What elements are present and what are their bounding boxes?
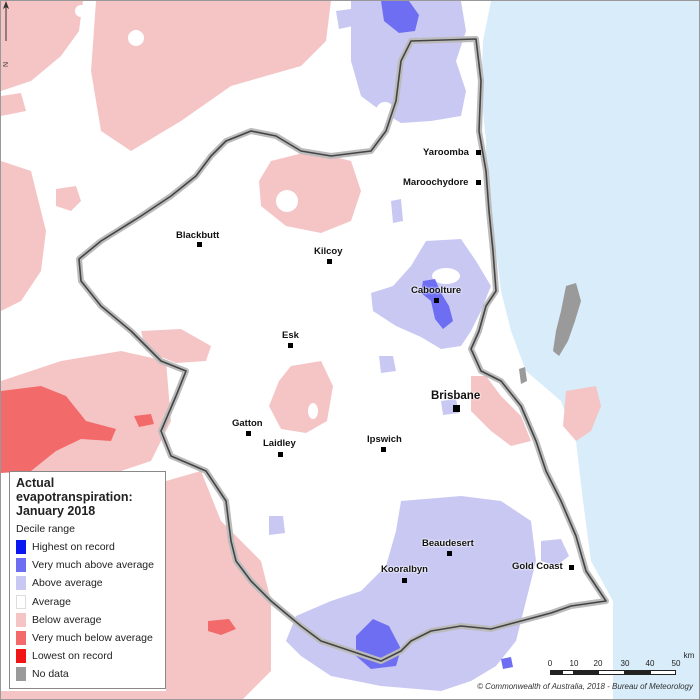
town-marker-gold-coast xyxy=(569,565,574,570)
legend-swatch xyxy=(16,540,26,555)
town-marker-beaudesert xyxy=(447,551,452,556)
sea-area xyxy=(481,1,699,699)
legend-title-line3: January 2018 xyxy=(16,504,96,518)
town-label-maroochydore: Maroochydore xyxy=(403,177,469,188)
town-marker-kilcoy xyxy=(327,259,332,264)
legend-swatch xyxy=(16,612,26,627)
legend-item-above: Above average xyxy=(16,574,159,592)
legend-item-very-much-above: Very much above average xyxy=(16,556,159,574)
scale-tick-label: 50 xyxy=(671,659,681,668)
legend-swatch xyxy=(16,649,26,664)
town-label-blackbutt: Blackbutt xyxy=(176,230,220,241)
scale-segment xyxy=(550,670,562,675)
legend-item-label: Highest on record xyxy=(32,541,115,554)
copyright-text: © Commonwealth of Australia, 2018 - Bure… xyxy=(477,682,693,691)
region-boundary xyxy=(78,38,607,662)
town-marker-yaroomba xyxy=(476,150,481,155)
town-label-beaudesert: Beaudesert xyxy=(422,538,474,549)
legend-item-label: Below average xyxy=(32,613,102,626)
legend-title-line1: Actual xyxy=(16,476,55,490)
legend-item-highest: Highest on record xyxy=(16,538,159,556)
legend-item-below: Below average xyxy=(16,611,159,629)
town-label-gatton: Gatton xyxy=(232,418,263,429)
town-marker-ipswich xyxy=(381,447,386,452)
town-marker-maroochydore xyxy=(476,180,481,185)
legend-subtitle: Decile range xyxy=(16,523,75,535)
legend-item-label: Average xyxy=(32,595,71,608)
scale-tick-label: 10 xyxy=(569,659,579,668)
town-label-kilcoy: Kilcoy xyxy=(314,246,343,257)
town-marker-gatton xyxy=(246,431,251,436)
legend-item-lowest: Lowest on record xyxy=(16,647,159,665)
town-marker-blackbutt xyxy=(197,242,202,247)
scale-segment xyxy=(598,670,625,675)
legend-swatch xyxy=(16,576,26,591)
legend-item-average: Average xyxy=(16,593,159,611)
legend-item-label: Above average xyxy=(32,577,103,590)
town-marker-esk xyxy=(288,343,293,348)
small-island xyxy=(519,367,527,384)
scale-tick-label: 30 xyxy=(620,659,630,668)
town-marker-laidley xyxy=(278,452,283,457)
town-markers xyxy=(197,150,574,583)
no-data-island xyxy=(553,283,581,356)
scale-tick-label: 20 xyxy=(593,659,603,668)
very-much-below-regions xyxy=(1,386,236,635)
scale-segment xyxy=(650,670,676,675)
scale-segment xyxy=(625,670,650,675)
north-letter: N xyxy=(3,61,11,68)
legend-title: Actual evapotranspiration: January 2018 xyxy=(16,476,159,518)
legend-item-label: Very much below average xyxy=(32,632,153,645)
town-label-ipswich: Ipswich xyxy=(367,434,402,445)
scale-segment xyxy=(562,670,574,675)
scale-tick-label: 40 xyxy=(645,659,655,668)
town-label-laidley: Laidley xyxy=(263,438,296,449)
scale-bar: 0 10 20 30 40 50 km xyxy=(546,651,696,681)
legend-item-no-data: No data xyxy=(16,665,159,683)
town-marker-brisbane xyxy=(453,405,460,412)
legend-item-very-much-below: Very much below average xyxy=(16,629,159,647)
scale-unit: km xyxy=(683,651,695,660)
town-label-yaroomba: Yaroomba xyxy=(423,147,469,158)
legend-swatch xyxy=(16,594,26,609)
town-label-brisbane: Brisbane xyxy=(431,390,481,402)
town-label-kooralbyn: Kooralbyn xyxy=(381,564,428,575)
town-label-caboolture: Caboolture xyxy=(411,285,462,296)
town-marker-kooralbyn xyxy=(402,578,407,583)
town-marker-caboolture xyxy=(434,298,439,303)
legend-item-label: Lowest on record xyxy=(32,650,113,663)
north-arrow-icon xyxy=(3,1,9,41)
legend-title-line2: evapotranspiration: xyxy=(16,490,133,504)
legend-swatch xyxy=(16,558,26,573)
legend-swatch xyxy=(16,631,26,646)
legend-swatch xyxy=(16,667,26,682)
legend: Actual evapotranspiration: January 2018 … xyxy=(9,471,166,689)
scale-tick-label: 0 xyxy=(547,659,553,668)
average-holes xyxy=(75,5,318,419)
scale-segment xyxy=(574,670,598,675)
town-label-esk: Esk xyxy=(282,330,299,341)
legend-item-label: No data xyxy=(32,668,69,681)
town-label-gold-coast: Gold Coast xyxy=(512,561,563,572)
below-average-regions xyxy=(1,1,601,699)
legend-item-label: Very much above average xyxy=(32,559,154,572)
